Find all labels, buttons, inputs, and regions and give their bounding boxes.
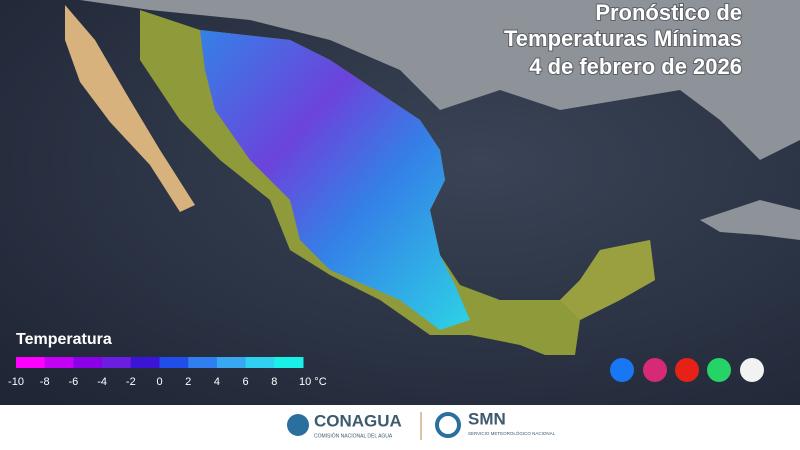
- us-land: [0, 0, 800, 160]
- legend-title: Temperatura: [16, 331, 112, 348]
- color-swatch: [73, 357, 103, 368]
- legend-tick-label: -10: [8, 376, 24, 388]
- youtube-icon[interactable]: [675, 358, 699, 382]
- title-line: Temperaturas Mínimas: [504, 26, 742, 51]
- legend-tick-label: 2: [185, 376, 191, 388]
- legend-tick-label: 0: [156, 376, 162, 388]
- smn-logo: [435, 412, 461, 438]
- instagram-icon[interactable]: [643, 358, 667, 382]
- color-swatch: [102, 357, 132, 368]
- color-swatch: [216, 357, 247, 368]
- color-swatch: [274, 357, 304, 368]
- whatsapp-icon[interactable]: [707, 358, 731, 382]
- smn-name: SMN: [468, 409, 506, 428]
- color-swatch: [245, 357, 275, 368]
- conagua-name: CONAGUA: [314, 411, 402, 430]
- yucatan: [560, 240, 655, 320]
- legend-tick-label: 6: [243, 376, 249, 388]
- legend-tick-label: -4: [97, 376, 107, 388]
- legend-tick-label: 4: [214, 376, 220, 388]
- color-swatch: [44, 357, 74, 368]
- footer: [0, 405, 800, 445]
- legend-tick-label: -6: [69, 376, 79, 388]
- color-swatch: [130, 357, 160, 368]
- social-icons: [610, 358, 764, 382]
- color-bar: -10 -8 -6 -4 -2 0 2 4 6 8 10 °C: [8, 357, 327, 388]
- x-icon[interactable]: [740, 358, 764, 382]
- legend-tick-label: -2: [126, 376, 136, 388]
- legend-tick-label: 8: [271, 376, 277, 388]
- color-swatch: [159, 357, 189, 368]
- facebook-icon[interactable]: [610, 358, 634, 382]
- cold-region: [200, 30, 470, 330]
- title-line: 4 de febrero de 2026: [529, 54, 742, 79]
- color-swatch: [188, 357, 218, 368]
- baja-california: [65, 5, 195, 212]
- color-swatch: [16, 357, 46, 368]
- smn-subtitle: SERVICIO METEOROLÓGICO NACIONAL: [468, 430, 556, 436]
- legend-tick-label: 10 °C: [299, 376, 327, 388]
- cuba: [700, 200, 800, 240]
- title-line: Pronóstico de: [595, 0, 742, 25]
- conagua-subtitle: COMISIÓN NACIONAL DEL AGUA: [314, 432, 393, 439]
- conagua-logo: [287, 414, 309, 436]
- legend-tick-label: -8: [40, 376, 50, 388]
